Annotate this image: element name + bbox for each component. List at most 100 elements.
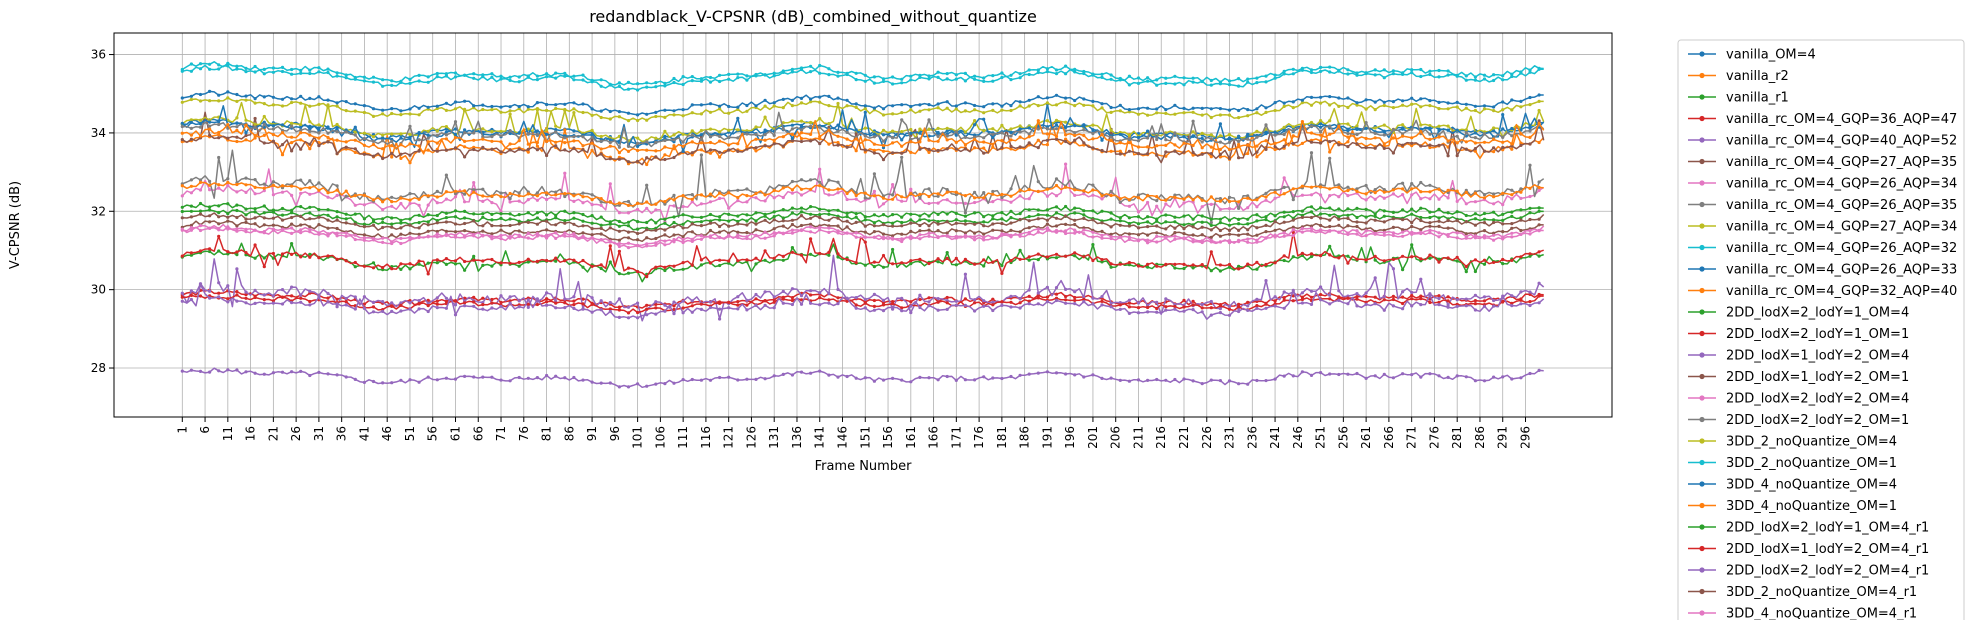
data-point xyxy=(982,215,986,219)
data-point xyxy=(1492,73,1496,77)
data-point xyxy=(1382,295,1386,299)
data-point xyxy=(1018,306,1022,310)
data-point xyxy=(235,128,239,132)
data-point xyxy=(863,235,867,239)
data-point xyxy=(672,312,676,316)
data-point xyxy=(799,131,804,135)
data-point xyxy=(1492,126,1496,130)
x-tick-label: 201 xyxy=(1086,426,1100,449)
data-point xyxy=(490,257,494,262)
data-point xyxy=(1455,255,1459,259)
data-point xyxy=(690,103,694,107)
data-point xyxy=(991,222,995,226)
data-point xyxy=(554,76,558,80)
data-point xyxy=(1537,250,1541,254)
data-point xyxy=(1018,130,1022,134)
legend-label: vanilla_rc_OM=4_GQP=26_AQP=33 xyxy=(1726,263,1957,278)
data-point xyxy=(1255,267,1259,271)
legend-item: vanilla_rc_OM=4_GQP=40_AQP=52 xyxy=(1688,134,1957,149)
data-point xyxy=(435,232,439,236)
data-point xyxy=(1064,185,1068,189)
data-point xyxy=(1136,233,1141,237)
data-point xyxy=(1473,302,1477,306)
data-point xyxy=(1246,80,1250,84)
data-point xyxy=(572,299,576,303)
data-point xyxy=(763,73,767,77)
data-point xyxy=(1018,248,1022,252)
data-point xyxy=(326,191,330,195)
data-point xyxy=(1073,254,1077,258)
data-point xyxy=(353,237,357,242)
data-point xyxy=(189,289,193,293)
data-point xyxy=(1200,131,1204,135)
data-point xyxy=(262,372,266,376)
data-point xyxy=(1410,71,1414,75)
data-point xyxy=(982,220,986,224)
data-point xyxy=(344,296,348,301)
data-point xyxy=(1100,236,1104,240)
data-point xyxy=(1054,194,1059,198)
data-point xyxy=(1510,377,1514,381)
data-point xyxy=(1346,213,1350,217)
data-point xyxy=(344,303,348,307)
data-point xyxy=(891,183,895,187)
data-point xyxy=(645,303,649,307)
data-point xyxy=(326,291,330,296)
data-point xyxy=(1227,207,1232,211)
data-point xyxy=(626,230,631,234)
data-point xyxy=(435,213,439,218)
data-point xyxy=(335,122,339,127)
data-point xyxy=(1227,108,1232,112)
data-point xyxy=(881,202,886,206)
data-point xyxy=(1146,378,1150,382)
data-point xyxy=(180,216,184,220)
data-point xyxy=(1237,228,1241,232)
data-point xyxy=(626,316,631,320)
data-point xyxy=(991,217,995,221)
data-point xyxy=(1073,70,1077,74)
data-point xyxy=(508,78,512,82)
data-point xyxy=(1291,218,1295,222)
data-point xyxy=(1036,208,1040,212)
data-point xyxy=(1355,137,1359,141)
data-point xyxy=(954,193,958,197)
data-point xyxy=(1082,375,1086,379)
data-point xyxy=(790,67,795,71)
data-point xyxy=(463,304,467,308)
data-point xyxy=(1355,215,1359,220)
data-point xyxy=(708,212,713,217)
data-point xyxy=(399,113,403,117)
data-point xyxy=(790,250,795,254)
data-point xyxy=(991,142,995,146)
data-point xyxy=(189,94,193,98)
data-point xyxy=(626,144,631,148)
data-point xyxy=(590,148,594,152)
data-point xyxy=(790,218,795,222)
data-point xyxy=(1009,221,1013,225)
data-point xyxy=(836,96,840,100)
data-point xyxy=(1146,215,1150,219)
data-point xyxy=(417,259,421,263)
data-point xyxy=(1009,134,1013,138)
data-point xyxy=(1073,302,1077,306)
data-point xyxy=(490,75,494,79)
data-point xyxy=(1410,141,1414,145)
data-point xyxy=(1419,123,1423,127)
x-tick-label: 231 xyxy=(1223,426,1237,449)
data-point xyxy=(1091,302,1095,306)
data-point xyxy=(1437,231,1441,235)
data-point xyxy=(1428,99,1432,103)
data-point xyxy=(189,191,193,195)
data-point xyxy=(626,241,631,245)
data-point xyxy=(1410,293,1414,298)
data-point xyxy=(508,217,512,221)
data-point xyxy=(1246,382,1250,386)
data-point xyxy=(754,196,758,200)
data-point xyxy=(472,147,476,152)
data-point xyxy=(608,260,612,264)
data-point xyxy=(1282,254,1286,258)
data-point xyxy=(1419,144,1423,148)
data-point xyxy=(1100,209,1104,213)
data-point xyxy=(854,102,858,106)
data-point xyxy=(1173,112,1177,116)
